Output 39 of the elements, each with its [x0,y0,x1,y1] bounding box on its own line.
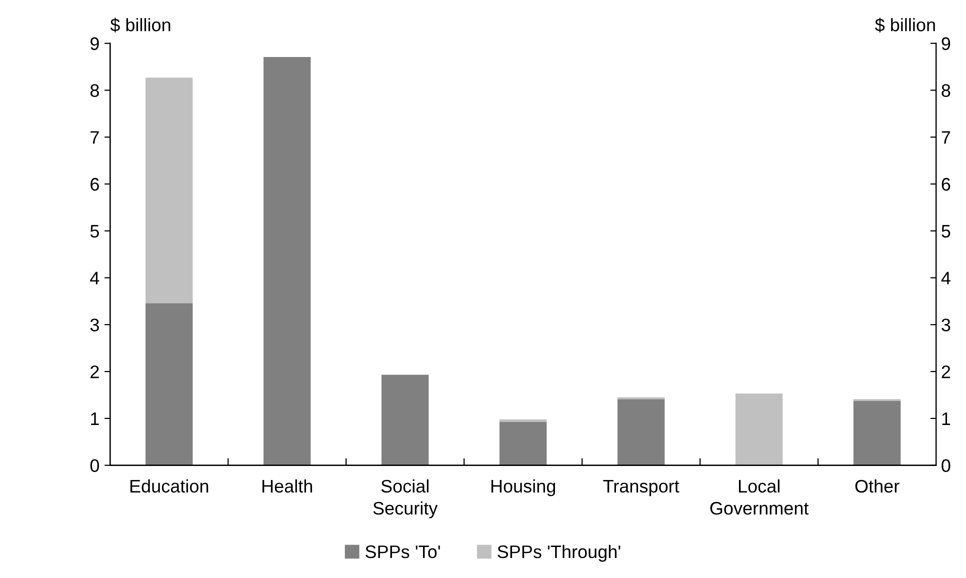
bar [735,394,783,466]
y-tick-label: 1 [91,412,99,425]
y2-tick-label: 1 [942,412,950,425]
bar [853,401,901,466]
y-tick-label: 3 [90,318,99,332]
x-tick-label: Health [262,479,312,493]
y-tick-label: 8 [90,84,99,97]
y-tick-label: 6 [90,178,99,191]
y-tick-label: 7 [90,131,99,144]
x-tick-label: Education [130,479,208,493]
y-tick-label: 9 [90,37,99,50]
legend-label: SPPs 'Through' [498,544,620,562]
bar [264,56,311,466]
y2-tick-label: 5 [942,225,950,238]
y2-tick-label: 3 [942,318,950,332]
y2-tick-label: 8 [942,84,950,97]
y-tick-label: 0 [90,459,99,472]
y2-tick-label: 7 [942,131,950,144]
y2-tick-label: 4 [941,272,950,284]
y-tick-label: 5 [90,225,99,238]
y2-tick-label: 9 [942,37,950,50]
bar [146,303,193,466]
legend-label: SPPs 'To' [366,545,440,558]
bar [617,399,665,466]
y-tick-label: 4 [90,272,100,284]
y2-axis-title: $ billion [875,18,935,32]
y2-tick-label: 2 [942,365,950,378]
y2-tick-label: 6 [942,178,950,191]
x-tick-label: Social Security [373,479,438,518]
x-tick-label: Local Government [710,479,809,515]
bar [146,78,193,304]
bar [382,374,429,466]
x-tick-label: Housing [491,479,556,496]
bar [499,422,547,466]
y-tick-label: 2 [90,365,99,378]
x-tick-label: Transport [603,480,680,496]
y-axis-title: $ billion [110,18,170,32]
y2-tick-label: 0 [942,459,950,472]
x-tick-label: Other [855,479,900,493]
